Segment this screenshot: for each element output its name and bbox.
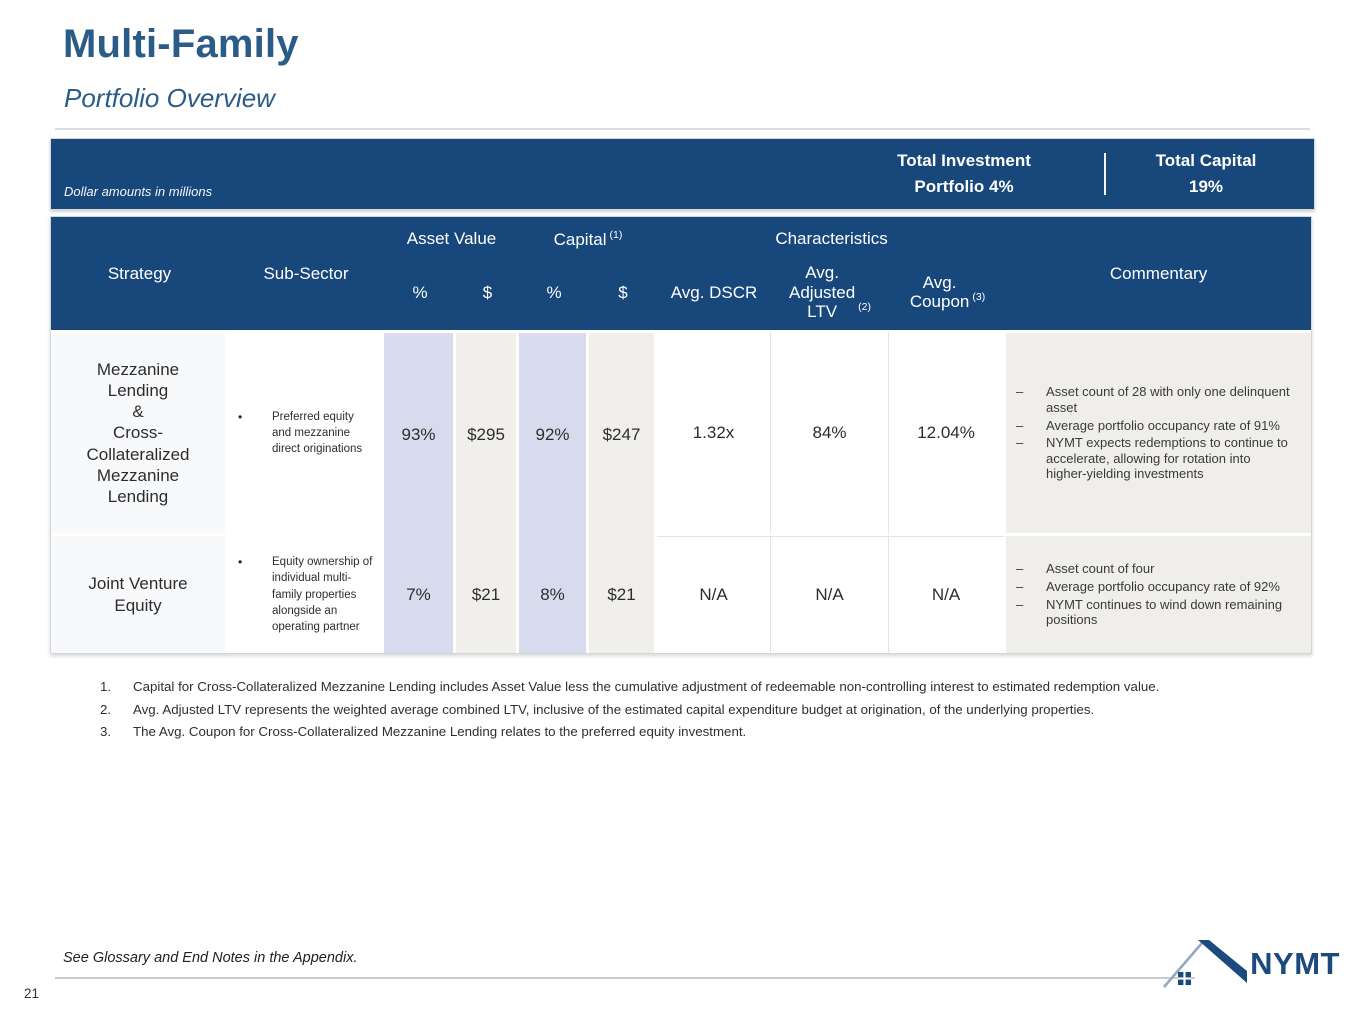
dash-icon: – — [1016, 596, 1024, 612]
avg-dscr-cell: N/A — [657, 536, 772, 654]
footnote-ref-1: (1) — [609, 228, 623, 241]
commentary-list: – Asset count of 28 with only one delinqu… — [1006, 384, 1311, 482]
capital-dollar-cell: $21 — [589, 536, 658, 654]
dash-icon: – — [1016, 579, 1024, 594]
footnote-2: 2. Avg. Adjusted LTV represents the weigh… — [100, 701, 1305, 720]
page-subtitle: Portfolio Overview — [64, 83, 275, 113]
title-divider — [55, 128, 1310, 130]
dash-icon: – — [1016, 417, 1024, 433]
sub-sector-cell: • Equity ownership of individual multi-f… — [228, 536, 384, 654]
footnote-ref-3: (3) — [972, 291, 986, 304]
avg-coupon-cell: 12.04% — [889, 330, 1007, 537]
dash-icon: – — [1016, 435, 1024, 451]
strategy-cell: Joint Venture Equity — [51, 536, 228, 654]
asset-value-dollar-cell: $21 — [456, 536, 519, 654]
col-header-asset-dollar: $ — [456, 261, 519, 331]
asset-value-dollar-cell: $295 — [456, 330, 519, 537]
col-header-capital: Capital (1) — [519, 217, 658, 261]
commentary-text: Average portfolio occupancy rate of 92% — [1046, 579, 1280, 594]
col-header-avg-coupon: Avg. Coupon (3) — [889, 261, 1007, 331]
bullet-icon: • — [238, 555, 243, 570]
total-capital-stat: Total Capital 19% — [1106, 148, 1306, 201]
commentary-list: – Asset count of four – Average portfolio … — [1006, 561, 1311, 627]
commentary-text: Asset count of 28 with only one delinque… — [1046, 384, 1290, 415]
nymt-house-icon — [1163, 940, 1248, 988]
capital-pct-cell: 8% — [519, 536, 589, 654]
footnote-number: 1. — [100, 679, 112, 695]
banner-stats: Total Investment Portfolio 4% Total Capi… — [824, 139, 1314, 209]
col-header-commentary: Commentary — [1006, 217, 1312, 331]
sub-sector-bullet-item: • Preferred equity and mezzanine direct … — [228, 409, 381, 457]
footnote-3: 3. The Avg. Coupon for Cross-Collateraliz… — [100, 723, 1305, 742]
dash-icon: – — [1016, 384, 1024, 400]
nymt-logo: NYMT — [1162, 938, 1340, 990]
footnote-number: 2. — [100, 701, 112, 717]
commentary-item: – Average portfolio occupancy rate of 92% — [1016, 579, 1293, 595]
col-header-sub-sector: Sub-Sector — [228, 217, 384, 331]
page-number: 21 — [24, 986, 40, 1001]
capital-pct-cell: 92% — [519, 330, 589, 537]
sub-sector-text: Equity ownership of individual multi-fam… — [272, 556, 373, 633]
banner-note: Dollar amounts in millions — [64, 184, 213, 199]
footnote-text: Capital for Cross-Collateralized Mezzani… — [133, 679, 1160, 695]
banner-divider — [1104, 153, 1106, 195]
summary-banner: Dollar amounts in millions Total Investm… — [50, 138, 1315, 210]
footnote-number: 3. — [100, 724, 112, 740]
commentary-item: – NYMT expects redemptions to continue to… — [1016, 435, 1293, 482]
col-header-capital-pct: % — [519, 261, 589, 331]
avg-adjusted-ltv-label: Avg. Adjusted LTV — [789, 263, 856, 322]
total-capital-label: Total Capital — [1155, 150, 1257, 170]
asset-value-pct-cell: 93% — [384, 330, 456, 537]
footnote-text: Avg. Adjusted LTV represents the weighte… — [133, 701, 1095, 717]
footnote-ref-2: (2) — [858, 301, 872, 314]
col-header-asset-pct: % — [384, 261, 456, 331]
commentary-item: – Asset count of 28 with only one delinqu… — [1016, 384, 1293, 415]
commentary-text: NYMT continues to wind down remaining po… — [1046, 596, 1283, 628]
col-header-avg-dscr: Avg. DSCR — [657, 261, 772, 331]
commentary-text: Asset count of four — [1046, 561, 1155, 577]
footnotes: 1. Capital for Cross-Collateralized Mezza… — [100, 678, 1305, 742]
col-header-avg-adjusted-ltv: Avg. Adjusted LTV (2) — [771, 261, 890, 331]
col-header-asset-value: Asset Value — [384, 217, 519, 261]
commentary-text: NYMT expects redemptions to continue to … — [1046, 435, 1288, 482]
bullet-icon: • — [238, 409, 243, 424]
commentary-text: Average portfolio occupancy rate of 91% — [1046, 417, 1280, 433]
avg-adjusted-ltv-cell: 84% — [771, 330, 890, 537]
capital-dollar-cell: $247 — [589, 330, 658, 537]
total-investment-value: Portfolio 4% — [914, 177, 1014, 196]
avg-coupon-label: Avg. Coupon — [909, 272, 970, 312]
avg-dscr-cell: 1.32x — [657, 330, 772, 537]
table-row-mezzanine-lending: Mezzanine Lending & Cross- Collateralize… — [51, 330, 1312, 537]
total-investment-label: Total Investment — [897, 150, 1031, 170]
commentary-cell: – Asset count of four – Average portfolio … — [1006, 536, 1312, 654]
footer-divider — [55, 977, 1195, 979]
nymt-logo-text: NYMT — [1250, 946, 1340, 981]
footnote-text: The Avg. Coupon for Cross-Collateralized… — [133, 724, 747, 740]
dash-icon: – — [1016, 561, 1024, 577]
avg-adjusted-ltv-cell: N/A — [771, 536, 890, 654]
asset-value-pct-cell: 7% — [384, 536, 456, 654]
footnote-1: 1. Capital for Cross-Collateralized Mezza… — [100, 678, 1305, 697]
portfolio-table: Strategy Sub-Sector Asset Value Capital(… — [50, 216, 1313, 655]
col-header-capital-dollar: $ — [589, 261, 658, 331]
glossary-note: See Glossary and End Notes in the Append… — [63, 950, 358, 966]
col-header-strategy: Strategy — [51, 217, 228, 331]
total-investment-stat: Total Investment Portfolio 4% — [824, 148, 1104, 201]
capital-header-label: Capital — [553, 229, 607, 249]
col-header-characteristics: Characteristics — [657, 217, 1007, 261]
sub-sector-text: Preferred equity and mezzanine direct or… — [272, 410, 363, 456]
avg-coupon-cell: N/A — [889, 536, 1007, 654]
table-row-joint-venture-equity: Joint Venture Equity • Equity ownership … — [51, 536, 1312, 654]
strategy-cell: Mezzanine Lending & Cross- Collateralize… — [51, 330, 228, 537]
total-capital-value: 19% — [1188, 177, 1224, 196]
sub-sector-bullet-item: • Equity ownership of individual multi-f… — [228, 554, 381, 634]
commentary-item: – Average portfolio occupancy rate of 91% — [1016, 418, 1293, 434]
page-title: Multi-Family — [63, 22, 299, 66]
commentary-cell: – Asset count of 28 with only one delinqu… — [1006, 330, 1312, 537]
sub-sector-cell: • Preferred equity and mezzanine direct … — [228, 330, 384, 537]
commentary-item: – Asset count of four — [1016, 561, 1293, 577]
commentary-item: – NYMT continues to wind down remaining p… — [1016, 597, 1293, 628]
